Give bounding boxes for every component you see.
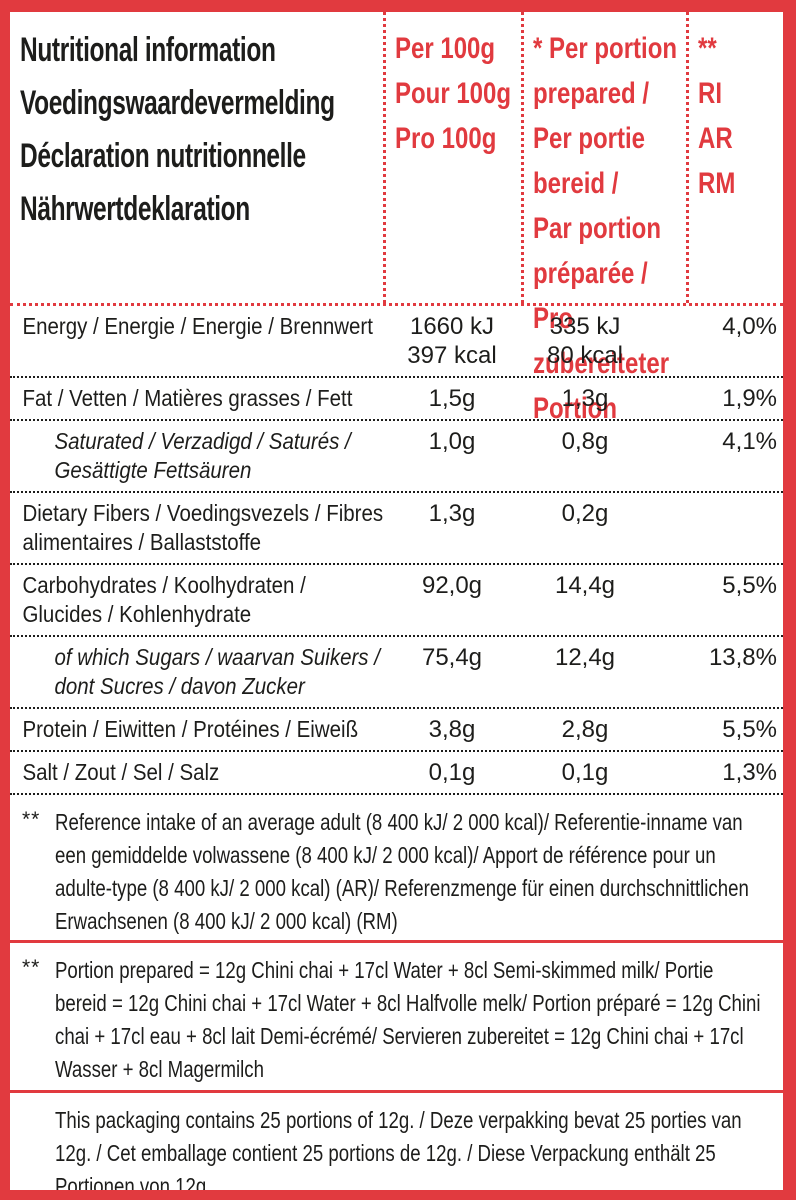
nutrient-label: Protein / Eiwitten / Protéines / Eiweiß [22,716,359,742]
value-per-100g: 1,3g [428,500,476,527]
column-header-per-100g: Per 100g Pour 100g Pro 100g [395,32,512,155]
value-per-portion: 12,4g [554,644,616,671]
nutrient-row: Salt / Zout / Sel / Salz 0,1g 0,1g 1,3% [10,750,783,793]
nutrient-row: Saturated / Verzadigd / Saturés / Gesätt… [10,419,783,491]
value-per-portion: 0,8g [561,428,609,455]
nutrient-row: of which Sugars / waarvan Suikers / dont… [10,635,783,707]
value-per-portion: 2,8g [561,716,609,743]
nutrient-label: Fat / Vetten / Matières grasses / Fett [22,385,353,411]
nutrient-row: Dietary Fibers / Voedingsvezels / Fibres… [10,491,783,563]
value-per-100g: 1,0g [428,428,476,455]
nutrient-label: Salt / Zout / Sel / Salz [22,759,220,785]
value-per-portion: 1,3g [561,385,609,412]
value-per-100g: 92,0g [421,572,483,599]
table-title: Nutritional information Voedingswaardeve… [20,31,335,228]
value-reference-intake-percent: 5,5% [722,716,777,743]
footnote-reference-intake: ** Reference intake of an average adult … [10,793,783,940]
value-per-100g: 0,1g [428,759,476,786]
value-reference-intake-percent: 1,3% [722,759,777,786]
footnote-text: Portion prepared = 12g Chini chai + 17cl… [55,957,761,1082]
column-header-per-portion-prepared: * Per portion prepared / Per portie bere… [533,32,678,425]
nutrient-label: Carbohydrates / Koolhydraten / Glucides … [22,572,306,627]
column-header-reference-intake: ** RI AR RM [698,32,736,200]
footnote-packaging-portions: This packaging contains 25 portions of 1… [10,1090,783,1190]
value-reference-intake-percent: 4,0% [722,313,777,340]
footnote-text: This packaging contains 25 portions of 1… [55,1107,742,1199]
nutrient-row: Carbohydrates / Koolhydraten / Glucides … [10,563,783,635]
nutrient-label: of which Sugars / waarvan Suikers / dont… [54,644,380,699]
nutrient-label: Energy / Energie / Energie / Brennwert [22,313,373,339]
column-divider-2 [521,12,524,303]
footnote-marker: ** [22,808,41,831]
nutrient-label: Saturated / Verzadigd / Saturés / Gesätt… [54,428,351,483]
table-header: Nutritional information Voedingswaardeve… [10,12,783,425]
column-divider-3 [686,12,689,303]
nutrient-row: Protein / Eiwitten / Protéines / Eiweiß … [10,707,783,750]
value-per-100g: 1,5g [428,385,476,412]
value-reference-intake-percent: 4,1% [722,428,777,455]
nutrient-row: Fat / Vetten / Matières grasses / Fett 1… [10,376,783,419]
value-reference-intake-percent: 1,9% [722,385,777,412]
nutrient-label: Dietary Fibers / Voedingsvezels / Fibres… [22,500,384,555]
column-divider-1 [383,12,386,303]
value-per-portion: 14,4g [554,572,616,599]
value-per-100g: 75,4g [421,644,483,671]
footnote-text: Reference intake of an average adult (8 … [55,809,749,934]
value-per-portion: 0,1g [561,759,609,786]
value-per-portion: 0,2g [561,500,609,527]
value-per-portion: 335 kJ 80 kcal [546,313,624,369]
footnote-marker: ** [22,956,41,979]
value-reference-intake-percent: 5,5% [722,572,777,599]
value-per-100g: 3,8g [428,716,476,743]
value-reference-intake-percent: 13,8% [708,644,777,671]
nutrient-row: Energy / Energie / Energie / Brennwert 1… [10,306,783,376]
value-per-100g: 1660 kJ 397 kcal [407,313,497,369]
footnote-portion-prepared: ** Portion prepared = 12g Chini chai + 1… [10,940,783,1090]
nutrient-rows: Energy / Energie / Energie / Brennwert 1… [10,306,783,793]
